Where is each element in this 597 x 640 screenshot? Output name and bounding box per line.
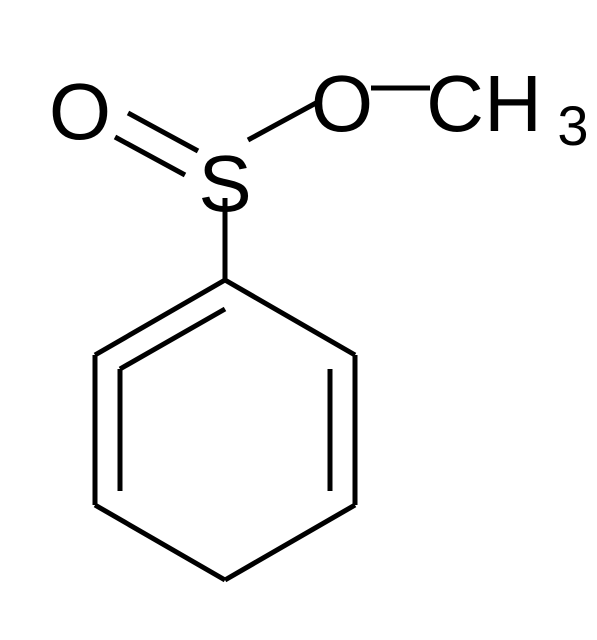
label-sub3: 3 — [557, 94, 588, 157]
label-o-double: O — [49, 67, 111, 156]
bond-s-o-ester — [248, 103, 316, 140]
molecule-diagram: O S O C H 3 — [0, 0, 597, 640]
label-o-ester: O — [311, 59, 373, 148]
bond-s-o-double-2 — [115, 137, 185, 175]
ring-bottom-left — [95, 505, 225, 580]
label-s: S — [198, 139, 251, 228]
ring-top-right — [225, 280, 355, 355]
label-c: C — [426, 59, 484, 148]
label-h: H — [484, 59, 542, 148]
bond-s-o-double-1 — [128, 113, 198, 151]
ring-bottom-right — [225, 505, 355, 580]
ring-top-left-inner — [120, 309, 225, 369]
